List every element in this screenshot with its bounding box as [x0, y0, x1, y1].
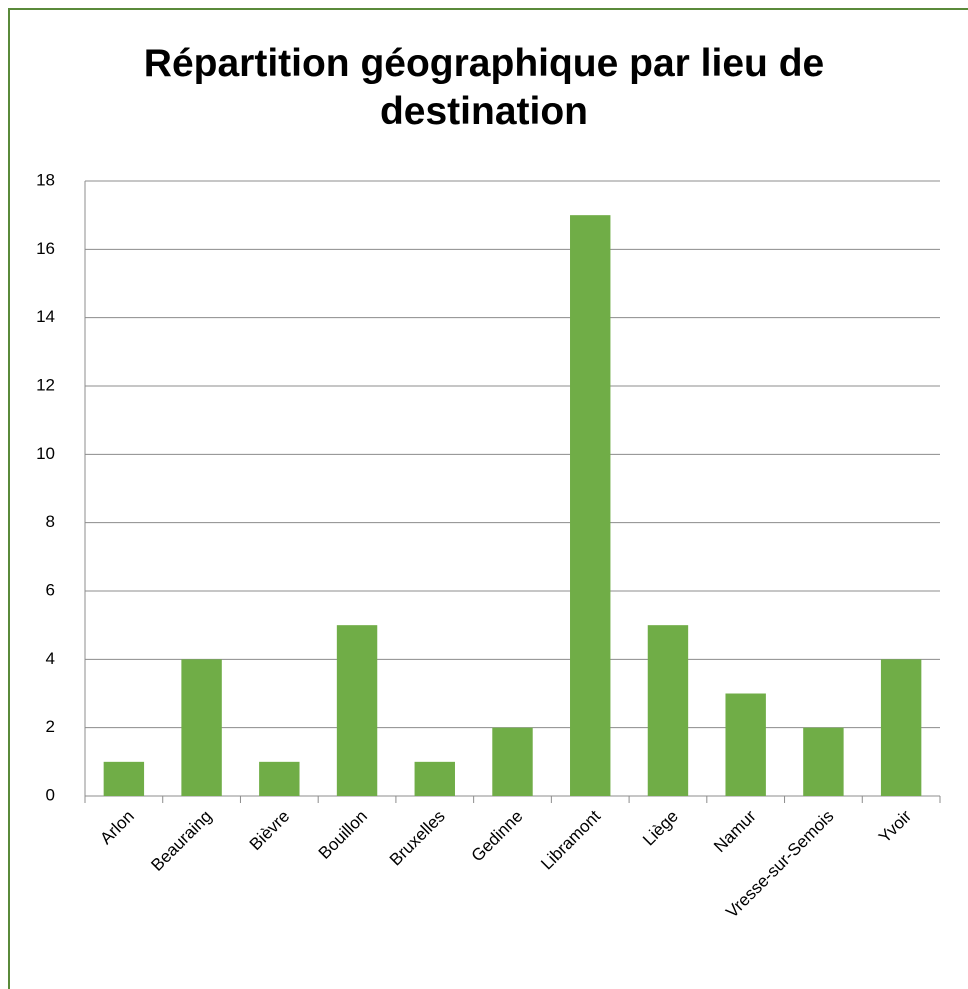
- chart-title: Répartition géographique par lieu de des…: [143, 42, 825, 133]
- y-tick-label: 14: [36, 307, 55, 326]
- x-tick-label: Beauraing: [147, 807, 215, 875]
- y-tick-label: 8: [46, 512, 55, 531]
- y-tick-label: 12: [36, 375, 55, 394]
- y-tick-label: 6: [46, 580, 55, 599]
- bar: [570, 215, 611, 796]
- x-tick-label: Yvoir: [875, 806, 915, 846]
- bar: [336, 625, 378, 796]
- bar: [181, 659, 222, 796]
- y-tick-label: 10: [36, 444, 55, 463]
- y-tick-label: 18: [36, 170, 55, 189]
- x-tick-label: Liège: [639, 807, 682, 850]
- y-tick-label: 2: [46, 717, 55, 736]
- bar: [803, 727, 844, 796]
- bar: [259, 761, 300, 796]
- y-tick-label: 16: [36, 239, 55, 258]
- bar: [647, 625, 689, 796]
- bar: [880, 659, 922, 796]
- x-tick-label: Bouillon: [315, 807, 371, 863]
- x-tick-label: Namur: [710, 806, 760, 856]
- x-tick-label: Bièvre: [246, 807, 294, 855]
- bar: [492, 727, 533, 796]
- x-tick-label: Gedinne: [468, 807, 527, 866]
- bar: [414, 761, 455, 796]
- y-tick-label: 4: [46, 649, 55, 668]
- bar: [103, 761, 145, 796]
- bar: [725, 693, 766, 796]
- x-tick-label: Arlon: [96, 807, 137, 848]
- x-tick-label: Bruxelles: [386, 807, 449, 870]
- y-tick-label: 0: [46, 785, 55, 804]
- x-tick-label: Libramont: [537, 806, 604, 873]
